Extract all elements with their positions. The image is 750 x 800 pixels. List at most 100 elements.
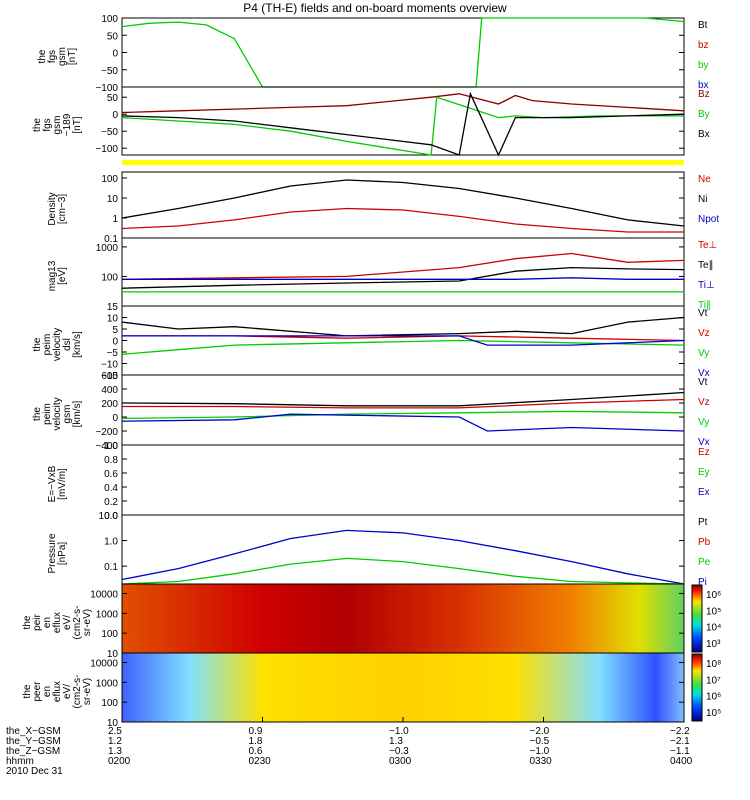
- series-line: [121, 413, 685, 432]
- panel-frame: [121, 514, 685, 585]
- footer-value: 2.5: [108, 726, 122, 737]
- legend-entry: Vx: [698, 368, 710, 379]
- series-line: [121, 529, 685, 585]
- y-axis-label-line: the: [32, 337, 43, 351]
- y-tick-label: 0: [112, 110, 118, 121]
- y-tick-label: 10.0: [99, 511, 119, 522]
- y-tick-label: 100: [101, 14, 118, 25]
- colorbar: [691, 653, 703, 722]
- footer-value: 1.3: [389, 736, 403, 747]
- y-axis-label-line: fgs: [47, 50, 58, 63]
- legend-entry: By: [698, 109, 710, 120]
- y-tick-label: −400: [95, 441, 118, 452]
- legend-entry: Bt: [698, 20, 708, 31]
- y-axis-label-line: gsm: [52, 116, 63, 135]
- series-line: [121, 339, 685, 355]
- y-tick-label: 400: [101, 385, 118, 396]
- legend-entry: by: [698, 60, 709, 71]
- y-tick-label: 0.2: [104, 497, 118, 508]
- y-axis-label-line: the: [32, 407, 43, 421]
- legend-entry: Ex: [698, 487, 710, 498]
- footer-value: 0.6: [248, 746, 263, 757]
- y-axis-label-line: gsm: [57, 47, 68, 66]
- y-tick-label: 10: [107, 314, 119, 325]
- y-axis-label-line: velocity: [52, 397, 63, 430]
- y-axis-label-line: peir: [32, 613, 43, 630]
- y-tick-label: 0: [112, 49, 118, 60]
- colorbar-tick-label: 10⁶: [706, 590, 721, 601]
- y-axis-label-line: fgs: [42, 118, 53, 131]
- colorbar-tick-label: 10⁸: [706, 659, 721, 670]
- y-tick-label: 0: [112, 413, 118, 424]
- y-axis-label: the peim velocity gsm [km/s]: [32, 397, 83, 430]
- y-axis-label-line: [nT]: [72, 116, 83, 133]
- legend-entry: Vt: [698, 308, 708, 319]
- y-axis-label-line: E=−VxB: [47, 465, 58, 502]
- series-line: [121, 207, 684, 233]
- y-axis-label-line: the: [22, 615, 33, 629]
- colorbar-tick-label: 10⁶: [706, 692, 721, 703]
- y-tick-label: 200: [101, 399, 118, 410]
- legend-entry: Npot: [698, 214, 719, 225]
- series-line: [122, 277, 684, 280]
- footer-value: 0200: [108, 756, 131, 767]
- footer-row-label: hhmm: [6, 756, 34, 767]
- footer-value: −0.5: [529, 736, 550, 747]
- y-tick-label: 50: [107, 93, 119, 104]
- y-tick-label: 0.4: [104, 483, 118, 494]
- y-axis-label-line: en: [42, 617, 53, 628]
- y-tick-label: −10: [101, 360, 118, 371]
- footer-value: 0300: [389, 756, 412, 767]
- colorbar-tick-label: 10⁵: [706, 606, 721, 617]
- footer-value: −2.0: [529, 726, 550, 737]
- y-axis-label-line: eV/: [62, 615, 73, 630]
- series-line: [121, 266, 685, 289]
- y-axis-label-line: [eV]: [57, 267, 68, 285]
- y-axis-label-line: [nT]: [67, 48, 78, 65]
- spectrogram: [122, 584, 684, 653]
- legend-entry: bx: [698, 80, 709, 91]
- legend-entry: Pb: [698, 537, 711, 548]
- series-line: [121, 93, 685, 114]
- y-tick-label: 1000: [96, 243, 119, 254]
- y-axis-label-line: eflux: [52, 681, 63, 702]
- legend-entry: Ez: [698, 447, 710, 458]
- series-line: [121, 410, 685, 420]
- y-tick-label: 0.6: [104, 469, 118, 480]
- series-line: [122, 398, 685, 409]
- legend-entry: Ey: [698, 467, 710, 478]
- y-tick-label: 50: [107, 31, 119, 42]
- y-axis-label: the fgs gsm −189 [nT]: [32, 113, 83, 136]
- y-tick-label: 1.0: [104, 441, 118, 452]
- y-tick-label: −100: [95, 83, 118, 94]
- y-axis-label-line: dsl: [62, 338, 73, 351]
- panel-frame: [121, 444, 685, 516]
- footer-value: −1.0: [529, 746, 550, 757]
- footer-value: 0330: [529, 756, 552, 767]
- y-axis-label-line: −189: [62, 113, 73, 136]
- y-tick-label: 1: [112, 214, 118, 225]
- series-line: [122, 335, 685, 346]
- y-axis-label-line: eflux: [52, 612, 63, 633]
- y-axis-label-line: Density: [47, 192, 58, 225]
- y-tick-label: 1.0: [104, 537, 118, 548]
- series-line: [121, 391, 685, 407]
- legend-entry: Pt: [698, 517, 708, 528]
- legend-entry: bz: [698, 40, 709, 51]
- y-axis-label: the fgs gsm [nT]: [37, 47, 78, 66]
- legend-entry: Vz: [698, 397, 710, 408]
- y-axis-label-line: [cm−3]: [57, 194, 68, 225]
- y-axis-label-line: eV/: [62, 684, 73, 699]
- legend-entry: Bx: [698, 129, 710, 140]
- y-axis-label-line: the: [32, 118, 43, 132]
- footer-value: 0.9: [248, 726, 263, 737]
- y-tick-label: 100: [101, 272, 118, 283]
- y-axis-label-line: [nPa]: [57, 542, 68, 566]
- y-tick-label: 10000: [90, 589, 118, 600]
- legend-entry: Vz: [698, 328, 710, 339]
- y-axis-label-line: mag13: [47, 260, 58, 291]
- series-line: [121, 316, 685, 337]
- y-axis-label-line: [mV/m]: [57, 468, 68, 500]
- series-line: [122, 335, 685, 342]
- series-line: [121, 557, 685, 585]
